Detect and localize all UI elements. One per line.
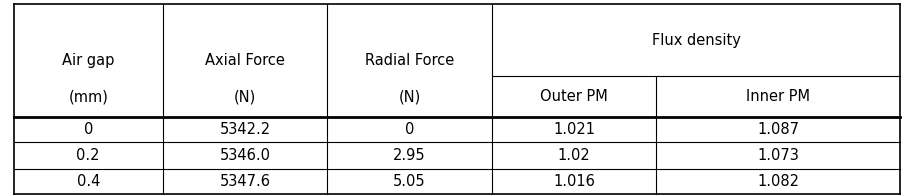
Text: Axial Force: Axial Force	[205, 53, 285, 68]
Text: Inner PM: Inner PM	[746, 89, 811, 104]
Text: Radial Force: Radial Force	[365, 53, 454, 68]
Text: 1.082: 1.082	[758, 174, 799, 189]
Text: Outer PM: Outer PM	[540, 89, 608, 104]
Text: 0.2: 0.2	[77, 148, 100, 163]
Text: (N): (N)	[234, 89, 256, 104]
Text: 1.087: 1.087	[758, 122, 799, 137]
Text: 5346.0: 5346.0	[219, 148, 271, 163]
Text: 5347.6: 5347.6	[219, 174, 271, 189]
Text: 0: 0	[83, 122, 93, 137]
Text: 1.073: 1.073	[758, 148, 799, 163]
Text: 0: 0	[405, 122, 414, 137]
Text: 5.05: 5.05	[393, 174, 426, 189]
Text: 5342.2: 5342.2	[219, 122, 271, 137]
Text: 0.4: 0.4	[77, 174, 100, 189]
Text: (N): (N)	[399, 89, 420, 104]
Text: 2.95: 2.95	[393, 148, 426, 163]
Text: 1.02: 1.02	[558, 148, 590, 163]
Text: Air gap: Air gap	[62, 53, 114, 68]
Text: Flux density: Flux density	[652, 33, 740, 48]
Text: 1.016: 1.016	[553, 174, 595, 189]
Text: (mm): (mm)	[69, 89, 108, 104]
Text: 1.021: 1.021	[553, 122, 595, 137]
